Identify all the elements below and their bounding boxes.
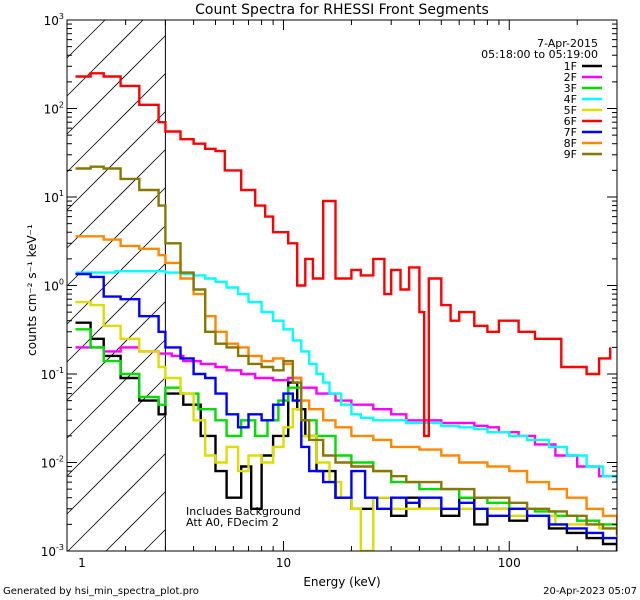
hatch-line [66, 19, 144, 97]
footer-generator: Generated by hsi_min_spectra_plot.pro [3, 586, 199, 597]
series-line-6f [75, 72, 612, 438]
hatch-line [105, 491, 166, 552]
hatch-line [66, 35, 166, 135]
series-line-4f [75, 270, 617, 483]
series-line-8f [75, 235, 617, 525]
x-tick-label: 100 [498, 556, 521, 570]
legend-label: 1F [564, 60, 577, 73]
annotation-attenuator: Att A0, FDecim 2 [186, 516, 279, 529]
background-hatched-region [66, 19, 166, 552]
hatch-line [66, 377, 166, 477]
y-tick-label: 100 [44, 278, 64, 294]
legend-label: 5F [564, 104, 577, 117]
y-tick-label: 10-2 [41, 455, 64, 471]
annotation-background: Includes Background [186, 505, 301, 518]
legend-label: 6F [564, 115, 577, 128]
legend-label: 2F [564, 71, 577, 84]
y-tick-label: 102 [44, 101, 64, 117]
hatch-line [67, 453, 166, 552]
x-axis-label: Energy (keV) [303, 575, 380, 589]
hatch-line [66, 263, 166, 363]
y-tick-label: 103 [44, 12, 64, 28]
legend-label: 4F [564, 93, 577, 106]
hatch-line [66, 73, 166, 173]
legend-label: 9F [564, 148, 577, 161]
hatch-line [66, 19, 106, 59]
chart-title: Count Spectra for RHESSI Front Segments [195, 2, 489, 18]
series-line-9f [75, 165, 617, 536]
hatch-line [66, 225, 166, 325]
x-tick-label: 10 [276, 556, 291, 570]
footer-timestamp: 20-Apr-2023 05:07 [543, 586, 637, 597]
x-tick-label: 1 [78, 556, 86, 570]
plot-frame [66, 19, 618, 552]
y-tick-label: 101 [44, 189, 64, 205]
hatch-line [66, 415, 166, 515]
series-line-7f [75, 272, 617, 544]
legend-label: 3F [564, 82, 577, 95]
legend-label: 7F [564, 126, 577, 139]
hatch-line [66, 111, 166, 211]
date-label: 7-Apr-2015 [537, 37, 598, 50]
time-range-label: 05:18:00 to 05:19:00 [481, 48, 598, 61]
hatch-line [66, 187, 166, 287]
legend-label: 8F [564, 137, 577, 150]
series-line-5f [75, 300, 617, 551]
series-line-2f [75, 346, 617, 483]
hatch-line [143, 529, 166, 552]
y-tick-label: 10-3 [41, 543, 64, 559]
y-axis-label: counts cm⁻² s⁻¹ keV⁻¹ [25, 224, 39, 356]
y-tick-label: 10-1 [41, 366, 64, 382]
hatch-line [66, 149, 166, 249]
hatch-line [66, 339, 166, 439]
